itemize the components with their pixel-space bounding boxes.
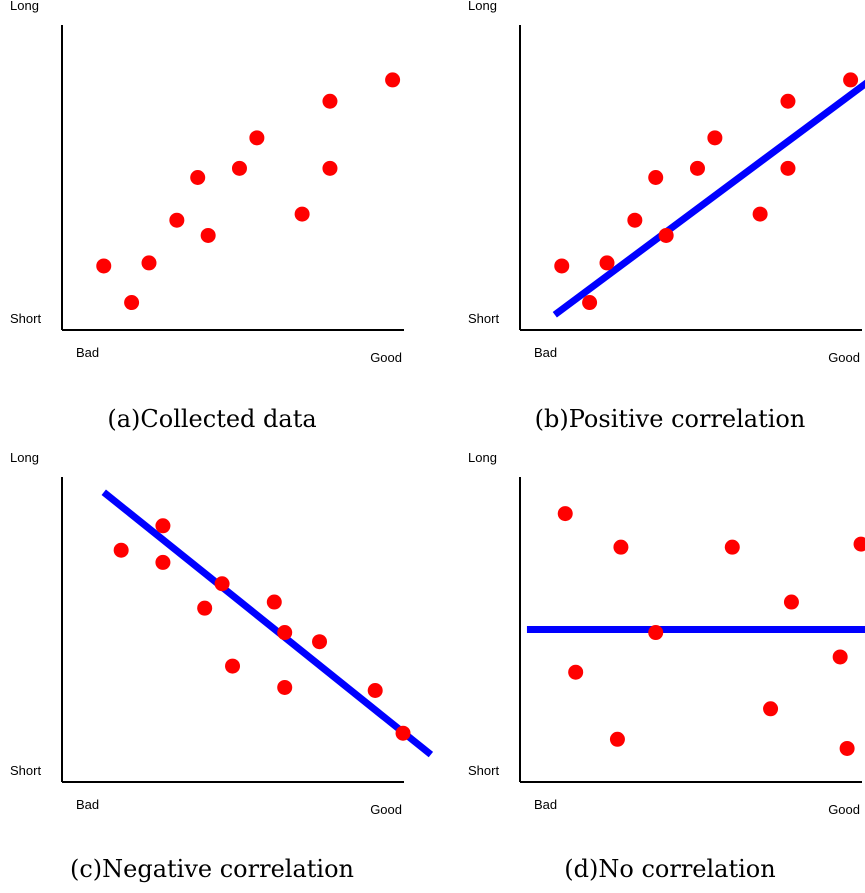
data-point — [169, 212, 185, 228]
data-point — [367, 683, 383, 698]
trend-line — [101, 489, 434, 758]
trend-line — [552, 79, 865, 318]
y-axis-label-bottom: Short — [10, 763, 41, 778]
data-point — [190, 170, 206, 185]
data-point — [582, 295, 598, 311]
data-point — [853, 536, 865, 552]
data-point — [249, 130, 265, 146]
data-point — [568, 664, 584, 680]
data-point — [231, 160, 247, 176]
data-point — [763, 701, 779, 717]
data-point — [707, 130, 723, 146]
y-axis-label-bottom: Short — [468, 763, 499, 778]
data-point — [385, 72, 401, 88]
data-point — [197, 600, 213, 616]
data-point — [689, 160, 705, 176]
x-axis-label-left: Bad — [534, 345, 557, 360]
data-point — [395, 725, 411, 741]
data-point — [113, 542, 129, 558]
y-axis-label-bottom: Short — [468, 311, 499, 326]
chart-panel-a: Long Short Bad Good (a)Collected data — [10, 0, 404, 433]
data-point — [780, 93, 796, 109]
data-point — [124, 295, 140, 311]
data-point — [627, 212, 643, 228]
data-point — [839, 740, 855, 756]
y-axis-label-top: Long — [10, 450, 39, 465]
data-point — [752, 206, 768, 222]
chart-panel-c: Long Short Bad Good (c)Negative correlation — [10, 450, 434, 883]
data-point — [843, 72, 859, 88]
data-point — [155, 554, 171, 570]
data-point — [200, 227, 216, 243]
data-point — [648, 625, 664, 641]
chart-caption: (b)Positive correlation — [535, 405, 806, 433]
data-point — [783, 594, 799, 610]
data-point — [155, 518, 171, 534]
x-axis-label-left: Bad — [76, 345, 99, 360]
data-point — [266, 594, 282, 610]
chart-caption: (a)Collected data — [107, 405, 316, 433]
data-point — [658, 227, 674, 243]
y-axis-label-bottom: Short — [10, 311, 41, 326]
x-axis-label-right: Good — [828, 350, 860, 365]
chart-caption: (d)No correlation — [564, 855, 775, 883]
y-axis-label-top: Long — [468, 0, 497, 13]
data-point — [322, 160, 338, 176]
data-point — [780, 160, 796, 176]
x-axis-label-right: Good — [370, 350, 402, 365]
data-point — [613, 539, 629, 555]
data-point — [832, 649, 848, 665]
x-axis-label-right: Good — [828, 802, 860, 817]
chart-caption: (c)Negative correlation — [70, 855, 354, 883]
data-point — [277, 679, 293, 695]
data-point — [312, 634, 328, 650]
data-point — [557, 506, 573, 522]
x-axis-label-right: Good — [370, 802, 402, 817]
data-point — [554, 258, 570, 274]
data-point — [141, 255, 157, 271]
data-point — [599, 255, 615, 271]
data-point — [225, 658, 241, 674]
data-point — [648, 170, 664, 185]
data-point — [277, 625, 293, 641]
y-axis-label-top: Long — [468, 450, 497, 465]
chart-panel-d: Long Short Bad Good (d)No correlation — [468, 450, 865, 883]
data-point — [322, 93, 338, 109]
data-point — [96, 258, 112, 274]
data-point — [214, 576, 230, 592]
x-axis-label-left: Bad — [534, 797, 557, 812]
data-point — [724, 539, 740, 555]
data-point — [294, 206, 310, 222]
x-axis-label-left: Bad — [76, 797, 99, 812]
chart-panel-b: Long Short Bad Good (b)Positive correlation — [468, 0, 865, 433]
y-axis-label-top: Long — [10, 0, 39, 13]
data-point — [609, 731, 625, 747]
